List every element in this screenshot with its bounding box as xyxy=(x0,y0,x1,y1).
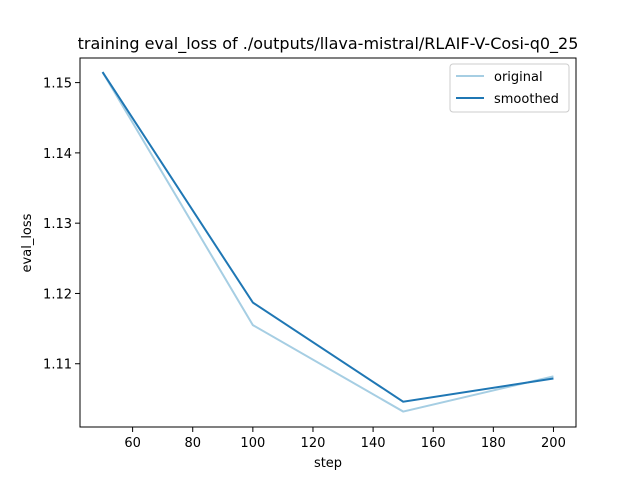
plot-frame xyxy=(79,57,577,428)
x-axis-label: step xyxy=(314,456,342,471)
x-tick-label: 100 xyxy=(240,436,265,451)
series-line-smoothed xyxy=(101,71,554,403)
x-tick-label: 80 xyxy=(184,436,201,451)
y-tick-label: 1.15 xyxy=(43,77,72,92)
y-tick-label: 1.12 xyxy=(43,287,72,302)
legend-label-original: original xyxy=(494,70,543,85)
x-tick-label: 180 xyxy=(481,436,506,451)
x-axis-ticks: 60 80 100 120 140 160 180 200 xyxy=(124,427,566,451)
y-tick-label: 1.13 xyxy=(43,217,72,232)
chart-title: training eval_loss of ./outputs/llava-mi… xyxy=(78,34,579,54)
legend: original smoothed xyxy=(449,63,570,113)
x-tick-label: 160 xyxy=(421,436,446,451)
y-tick-label: 1.14 xyxy=(43,147,72,162)
x-tick-label: 60 xyxy=(124,436,141,451)
series-line-original xyxy=(101,71,554,413)
x-tick-label: 200 xyxy=(541,436,566,451)
y-axis-label: eval_loss xyxy=(20,213,35,272)
x-tick-label: 120 xyxy=(301,436,326,451)
series-layer xyxy=(101,71,554,413)
y-tick-label: 1.11 xyxy=(43,358,72,373)
x-tick-label: 140 xyxy=(361,436,386,451)
legend-label-smoothed: smoothed xyxy=(494,92,559,107)
y-axis-ticks: 1.11 1.12 1.13 1.14 1.15 xyxy=(43,77,80,373)
